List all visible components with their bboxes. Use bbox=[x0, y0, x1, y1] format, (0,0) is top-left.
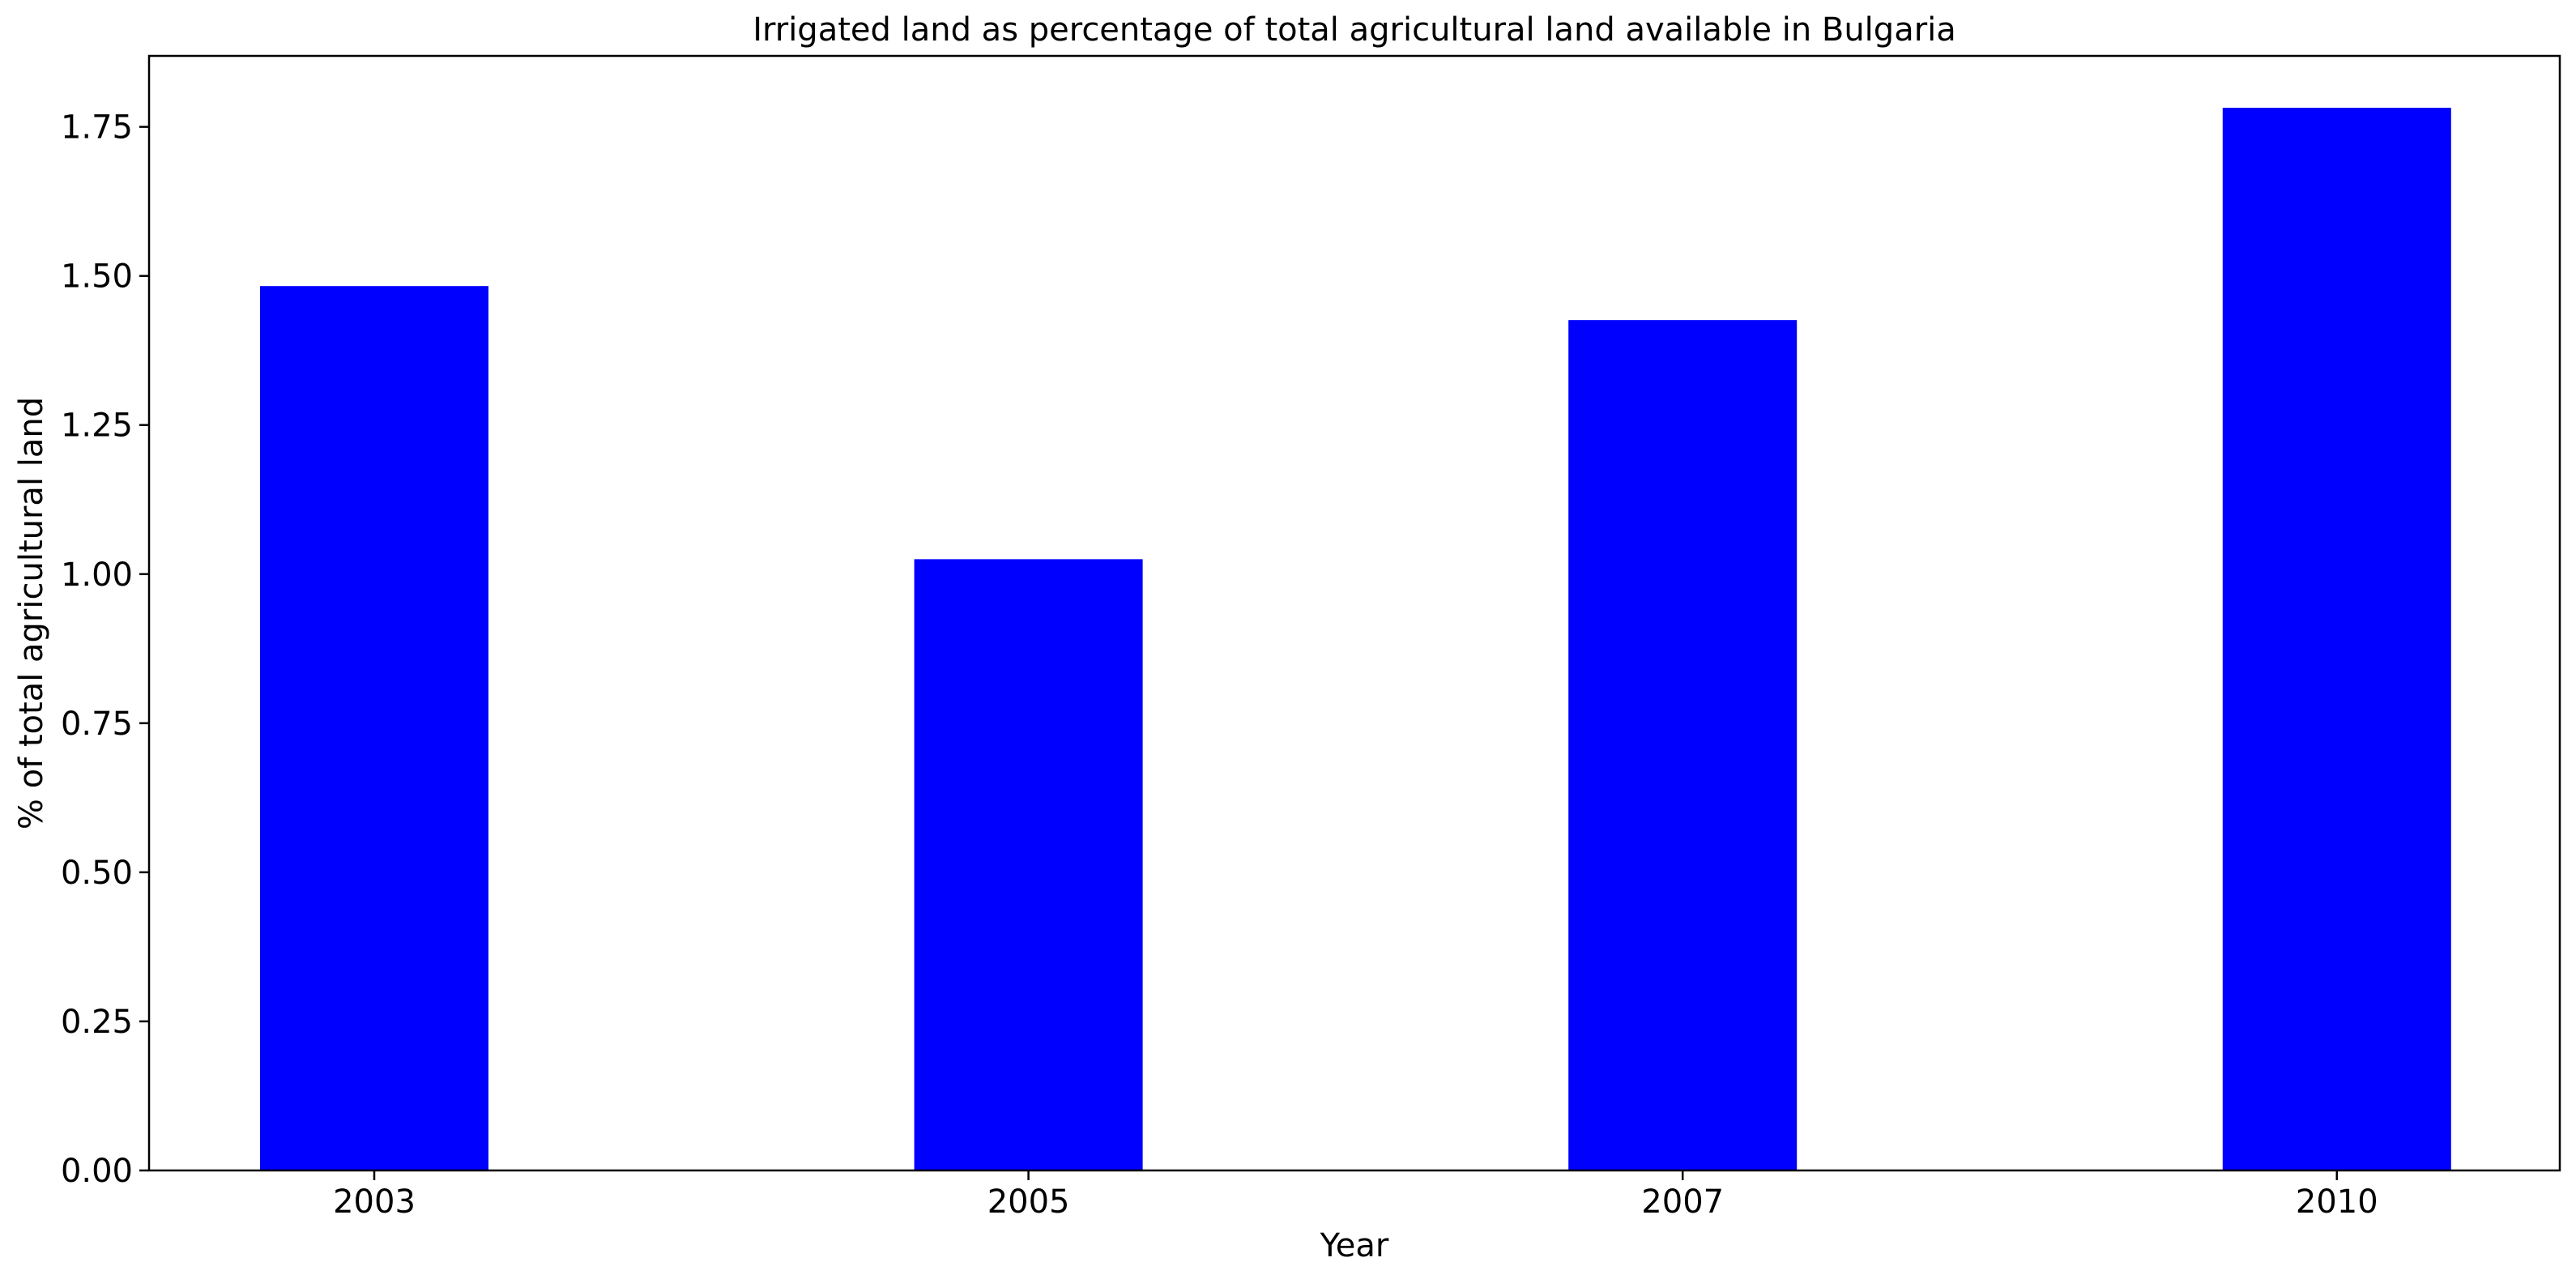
bar-2007 bbox=[1568, 320, 1798, 1170]
y-tick-label: 0.75 bbox=[61, 706, 133, 743]
x-tick-label: 2010 bbox=[2296, 1183, 2378, 1221]
y-tick-label: 1.00 bbox=[61, 556, 133, 594]
bar-2005 bbox=[914, 559, 1143, 1170]
bar-2010 bbox=[2222, 108, 2451, 1170]
chart-title: Irrigated land as percentage of total ag… bbox=[753, 11, 1956, 49]
y-axis: 0.00 0.25 0.50 0.75 1.00 1.25 1.50 1.75 bbox=[61, 109, 149, 1190]
y-tick-label: 0.50 bbox=[61, 855, 133, 892]
x-tick-label: 2005 bbox=[987, 1183, 1070, 1221]
x-axis-label: Year bbox=[1320, 1227, 1389, 1264]
y-tick-label: 0.00 bbox=[61, 1153, 133, 1190]
y-axis-label: % of total agricultural land bbox=[13, 397, 50, 829]
plot-area-frame bbox=[147, 54, 2561, 1172]
y-tick-label: 1.25 bbox=[61, 407, 133, 445]
y-tick-label: 0.25 bbox=[61, 1004, 133, 1041]
y-tick-label: 1.75 bbox=[61, 109, 133, 147]
x-axis: 2003 2005 2007 2010 bbox=[333, 1170, 2378, 1221]
x-tick-label: 2007 bbox=[1641, 1183, 1724, 1221]
x-tick-label: 2003 bbox=[333, 1183, 416, 1221]
y-tick-label: 1.50 bbox=[61, 258, 133, 296]
bars-group bbox=[260, 108, 2451, 1171]
bar-2003 bbox=[260, 286, 488, 1171]
